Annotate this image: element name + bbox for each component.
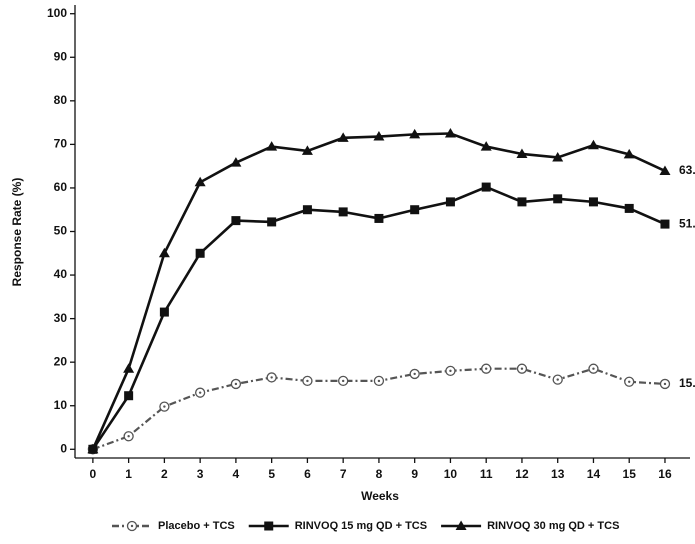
series-line (91, 132, 666, 450)
y-tick-label: 20 (54, 354, 68, 368)
marker-dot (663, 382, 667, 386)
x-tick-label: 10 (444, 467, 458, 481)
data-point (267, 217, 277, 227)
legend-marker (264, 521, 274, 531)
marker-dot (449, 369, 452, 373)
data-point (87, 443, 99, 454)
data-point (659, 165, 671, 175)
data-point (444, 127, 456, 138)
y-axis-title: Response Rate (%) (10, 178, 24, 287)
data-point (623, 148, 635, 159)
marker-dot (306, 379, 309, 383)
data-point (124, 391, 134, 401)
y-tick-label: 40 (54, 267, 68, 281)
legend-label: RINVOQ 30 mg QD + TCS (487, 520, 619, 532)
data-label: 63.9 (679, 163, 695, 177)
data-point (195, 248, 205, 258)
x-tick-label: 2 (161, 467, 168, 481)
data-point (194, 176, 206, 187)
data-point (266, 141, 278, 151)
x-tick-label: 4 (233, 467, 240, 481)
data-point (123, 363, 135, 373)
data-point (409, 128, 421, 139)
y-tick-label: 0 (60, 441, 67, 455)
x-tick-label: 16 (658, 467, 672, 481)
x-tick-label: 5 (268, 467, 275, 481)
legend-label: RINVOQ 15 mg QD + TCS (295, 520, 427, 532)
y-tick-label: 50 (54, 224, 68, 238)
marker-dot (520, 367, 524, 370)
legend-marker (455, 520, 467, 530)
x-tick-label: 0 (90, 467, 97, 481)
y-tick-label: 10 (54, 398, 68, 412)
y-tick-label: 100 (47, 6, 67, 20)
data-point (480, 141, 492, 151)
x-tick-label: 13 (551, 467, 565, 481)
data-point (410, 205, 420, 215)
x-axis-title: Weeks (361, 489, 399, 503)
y-tick-label: 60 (54, 180, 68, 194)
data-point (159, 307, 169, 317)
marker-dot (198, 391, 202, 394)
data-point (588, 197, 598, 207)
x-tick-label: 14 (587, 467, 601, 481)
data-point (230, 157, 242, 167)
x-tick-label: 7 (340, 467, 347, 481)
marker-dot (130, 524, 134, 528)
y-tick-label: 30 (54, 311, 68, 325)
marker-dot (163, 405, 166, 408)
x-tick-label: 11 (480, 467, 493, 481)
data-point (660, 219, 670, 229)
data-point (481, 182, 491, 192)
marker-dot (270, 376, 273, 379)
marker-dot (127, 435, 130, 438)
data-label: 51.7 (679, 216, 695, 230)
x-tick-label: 9 (411, 467, 418, 481)
marker-dot (484, 367, 488, 370)
marker-dot (341, 379, 345, 383)
data-point (587, 139, 599, 150)
data-point (337, 132, 349, 142)
marker-dot (377, 379, 381, 383)
marker-dot (592, 367, 595, 370)
data-point (517, 197, 527, 207)
y-tick-label: 70 (54, 137, 68, 151)
data-point (338, 207, 348, 217)
data-point (231, 216, 241, 226)
data-point (624, 203, 634, 213)
data-label: 15.0 (679, 376, 695, 390)
marker-dot (234, 382, 238, 386)
data-point (158, 247, 170, 258)
data-point (553, 194, 563, 204)
data-point (516, 148, 528, 158)
y-tick-label: 90 (54, 49, 68, 63)
x-tick-label: 6 (304, 467, 311, 481)
x-tick-label: 8 (376, 467, 383, 481)
x-tick-label: 3 (197, 467, 204, 481)
legend-label: Placebo + TCS (158, 520, 235, 532)
data-point (552, 151, 564, 162)
y-tick-label: 80 (54, 93, 68, 107)
marker-dot (556, 378, 559, 381)
marker-dot (413, 372, 416, 376)
x-tick-label: 1 (125, 467, 132, 481)
x-tick-label: 12 (515, 467, 529, 481)
data-point (374, 213, 384, 223)
data-point (301, 145, 313, 155)
marker-dot (628, 380, 631, 383)
data-point (373, 131, 385, 141)
data-point (445, 197, 455, 207)
x-tick-label: 15 (623, 467, 637, 481)
data-point (302, 205, 312, 215)
